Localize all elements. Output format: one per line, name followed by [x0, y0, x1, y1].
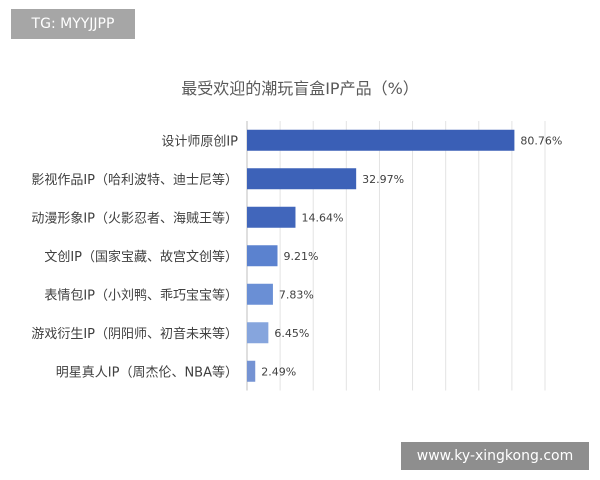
bar: [247, 245, 278, 267]
value-label: 32.97%: [362, 173, 404, 186]
category-label: 文创IP（国家宝藏、故宫文创等）: [44, 249, 238, 265]
watermark-tag: TG: MYYJJPP: [11, 9, 135, 39]
value-label: 14.64%: [301, 211, 343, 224]
value-label: 9.21%: [283, 250, 318, 263]
grid-lines: [279, 121, 546, 391]
category-label: 设计师原创IP: [161, 134, 238, 149]
bar: [247, 206, 296, 228]
bars: [247, 129, 515, 382]
chart-title: 最受欢迎的潮玩盲盒IP产品（%）: [181, 79, 419, 98]
category-label: 影视作品IP（哈利波特、迪士尼等）: [31, 172, 238, 188]
bar: [247, 322, 269, 344]
labels: 设计师原创IP 80.76% 影视作品IP（哈利波特、迪士尼等） 32.97% 动漫形象…: [31, 134, 562, 380]
bar: [247, 283, 273, 305]
category-label: 动漫形象IP（火影忍者、海贼王等）: [31, 210, 238, 226]
value-label: 80.76%: [520, 134, 562, 147]
value-label: 7.83%: [279, 288, 314, 301]
value-label: 6.45%: [274, 327, 309, 340]
bar: [247, 360, 256, 382]
category-label: 表情包IP（小刘鸭、乖巧宝宝等）: [44, 287, 238, 303]
category-label: 游戏衍生IP（阴阳师、初音未来等）: [31, 326, 238, 342]
bar: [247, 168, 357, 190]
category-label: 明星真人IP（周杰伦、NBA等）: [56, 364, 238, 380]
value-label: 2.49%: [261, 365, 296, 378]
watermark-domain: www.ky-xingkong.com: [401, 442, 589, 470]
bar: [247, 129, 515, 151]
